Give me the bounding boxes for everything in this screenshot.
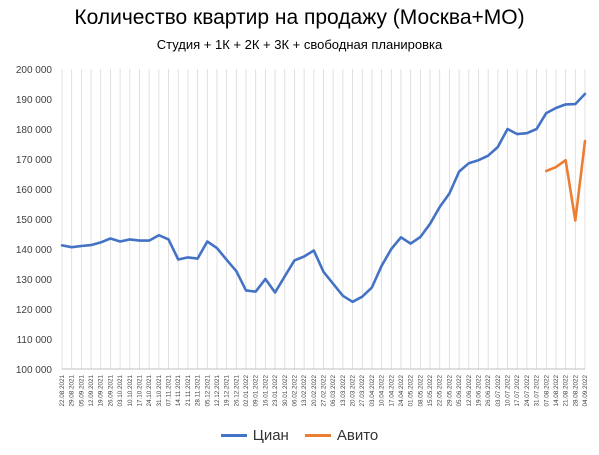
x-tick-label: 20.03.2022 xyxy=(350,375,357,407)
x-tick-label: 03.04.2022 xyxy=(369,375,376,407)
chart-subtitle: Студия + 1К + 2К + 3К + свободная планир… xyxy=(156,37,443,52)
x-tick-label: 17.04.2022 xyxy=(388,375,395,407)
x-tick-label: 14.08.2022 xyxy=(553,375,560,407)
legend-swatch xyxy=(304,434,331,437)
y-axis: 100 000 110 000 120 000 130 000 140 000 150 0… xyxy=(16,65,53,376)
x-tick-label: 24.04.2022 xyxy=(398,375,405,407)
x-tick-label: 04.09.2022 xyxy=(582,375,589,407)
x-tick-label: 05.09.2021 xyxy=(78,375,85,407)
x-tick-label: 08.05.2022 xyxy=(417,375,424,407)
x-tick-label: 03.07.2022 xyxy=(495,375,502,407)
x-axis: 22.08.2021 29.08.2021 05.09.2021 12.09.2021… xyxy=(59,375,589,407)
x-tick-label: 21.11.2021 xyxy=(185,375,192,407)
y-tick-label: 140 000 xyxy=(16,245,53,256)
x-tick-label: 28.11.2021 xyxy=(195,375,202,407)
x-tick-label: 12.09.2021 xyxy=(88,375,95,407)
x-tick-label: 12.06.2022 xyxy=(466,375,473,407)
series-line xyxy=(60,92,587,304)
x-tick-label: 05.06.2022 xyxy=(456,375,463,407)
x-tick-label: 19.12.2021 xyxy=(224,375,231,407)
x-tick-label: 14.11.2021 xyxy=(175,375,182,407)
y-tick-label: 120 000 xyxy=(16,305,53,316)
y-tick-label: 130 000 xyxy=(16,275,53,286)
x-tick-label: 23.01.2022 xyxy=(272,375,279,407)
x-tick-label: 31.10.2021 xyxy=(156,375,163,407)
x-tick-label: 01.05.2022 xyxy=(408,375,415,407)
series-line xyxy=(544,139,587,222)
x-tick-label: 03.10.2021 xyxy=(117,375,124,407)
x-tick-label: 22.08.2021 xyxy=(59,375,66,407)
legend-label: Циан xyxy=(252,427,289,444)
x-tick-label: 26.06.2022 xyxy=(485,375,492,407)
x-tick-label: 12.12.2021 xyxy=(214,375,221,407)
x-tick-label: 31.07.2022 xyxy=(534,375,541,407)
y-tick-label: 160 000 xyxy=(16,185,53,196)
x-tick-label: 02.01.2022 xyxy=(243,375,250,407)
x-tick-label: 17.07.2022 xyxy=(514,375,521,407)
legend-item: Авито xyxy=(304,427,379,444)
legend: Циан Авито xyxy=(0,424,599,444)
x-tick-label: 27.03.2022 xyxy=(359,375,366,407)
x-tick-label: 22.05.2022 xyxy=(437,375,444,407)
y-tick-label: 170 000 xyxy=(16,155,53,166)
x-tick-label: 09.01.2022 xyxy=(253,375,260,407)
legend-item: Циан xyxy=(220,427,289,444)
x-tick-label: 21.08.2022 xyxy=(563,375,570,407)
x-tick-label: 24.07.2022 xyxy=(524,375,531,407)
x-tick-label: 26.12.2021 xyxy=(233,375,240,407)
chart-title: Количество квартир на продажу (Москва+МО… xyxy=(74,6,525,29)
legend-swatch xyxy=(220,434,247,437)
x-tick-label: 07.11.2021 xyxy=(166,375,173,407)
x-tick-label: 07.08.2022 xyxy=(543,375,550,407)
x-tick-label: 29.08.2021 xyxy=(69,375,76,407)
x-tick-label: 05.12.2021 xyxy=(204,375,211,407)
x-tick-label: 19.09.2021 xyxy=(98,375,105,407)
y-tick-label: 110 000 xyxy=(17,335,53,346)
y-tick-label: 100 000 xyxy=(16,365,53,376)
y-tick-label: 200 000 xyxy=(16,65,53,76)
x-tick-label: 29.05.2022 xyxy=(446,375,453,407)
x-tick-label: 10.07.2022 xyxy=(505,375,512,407)
x-tick-label: 26.09.2021 xyxy=(107,375,114,407)
y-tick-label: 150 000 xyxy=(16,215,53,226)
x-tick-label: 17.10.2021 xyxy=(136,375,143,407)
x-tick-label: 06.03.2022 xyxy=(330,375,337,407)
y-tick-label: 190 000 xyxy=(16,95,53,106)
legend-label: Авито xyxy=(336,427,379,444)
x-tick-label: 24.10.2021 xyxy=(146,375,153,407)
grid-lines xyxy=(61,69,586,370)
line-chart: 100 000 110 000 120 000 130 000 140 000 150 0… xyxy=(16,65,589,407)
x-tick-label: 30.01.2022 xyxy=(282,375,289,407)
x-tick-label: 13.03.2022 xyxy=(340,375,347,407)
x-tick-label: 15.05.2022 xyxy=(427,375,434,407)
x-tick-label: 27.02.2022 xyxy=(321,375,328,407)
x-tick-label: 28.08.2022 xyxy=(572,375,579,407)
x-tick-label: 20.02.2022 xyxy=(311,375,318,407)
x-tick-label: 16.01.2022 xyxy=(262,375,269,407)
x-tick-label: 19.06.2022 xyxy=(475,375,482,407)
x-tick-label: 10.10.2021 xyxy=(127,375,134,407)
x-tick-label: 06.02.2022 xyxy=(291,375,298,407)
x-tick-label: 13.02.2022 xyxy=(301,375,308,407)
series-lines xyxy=(60,92,587,304)
x-tick-label: 10.04.2022 xyxy=(379,375,386,407)
y-tick-label: 180 000 xyxy=(16,125,53,136)
